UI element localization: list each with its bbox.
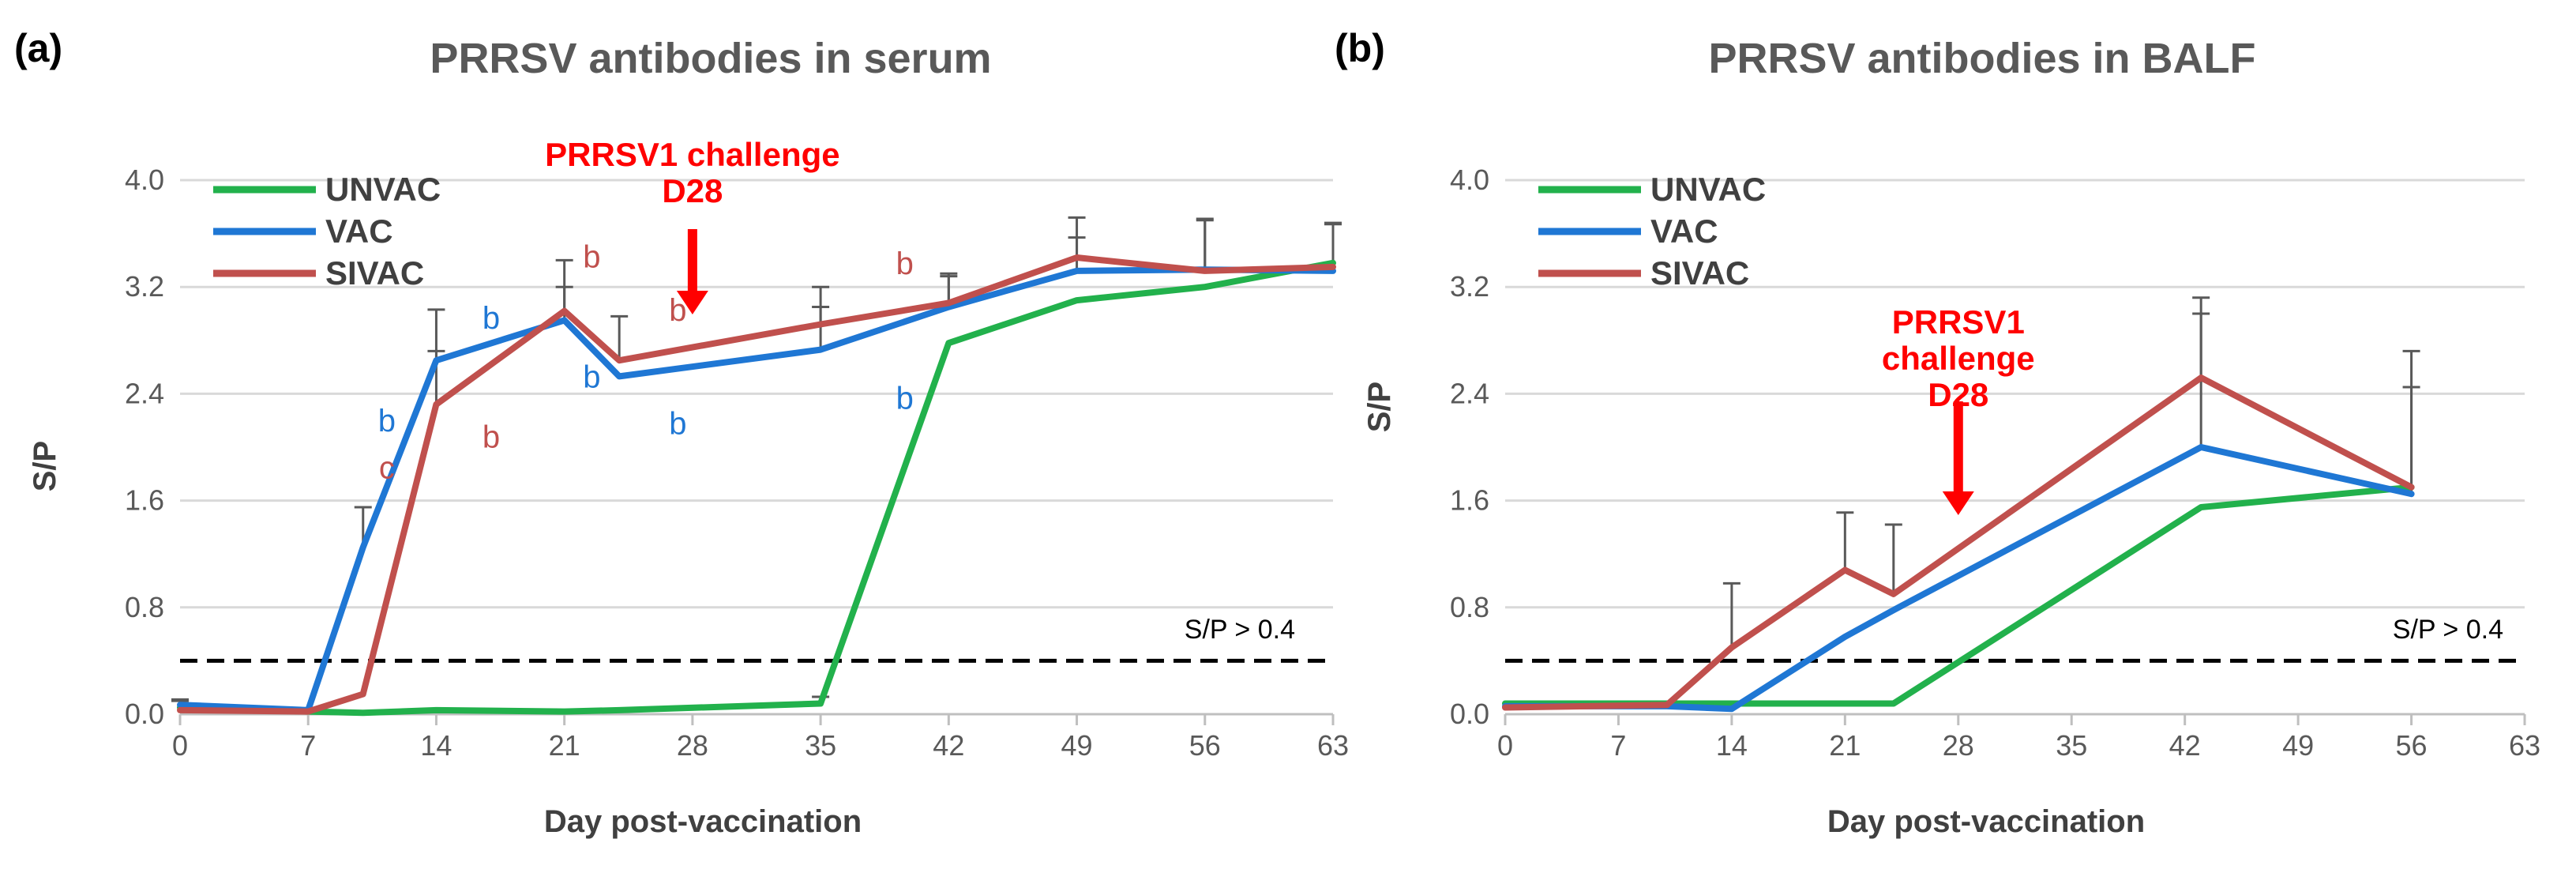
significance-letter: b [378,404,396,438]
x-tick-label: 28 [677,729,708,762]
chart-panel-2: (b) PRRSV antibodies in BALF 0.0 0.8 1.6 2.4 3… [1335,26,2540,839]
y-tick-label: 1.6 [1450,484,1489,517]
significance-letter: b [483,420,500,454]
chart-title: PRRSV antibodies in serum [430,35,991,82]
x-tick-label: 35 [805,729,836,762]
challenge-label: challenge [1882,340,2035,377]
significance-letter: b [669,293,686,328]
panel-label: (b) [1335,26,1385,70]
x-tick-label: 7 [300,729,316,762]
y-tick-label: 0.8 [125,591,164,623]
x-tick-label: 0 [1497,729,1513,762]
x-tick-label: 42 [2169,729,2201,762]
legend-label-unvac: UNVAC [1650,171,1766,208]
challenge-arrow-head [1942,491,1974,515]
y-tick-label: 3.2 [1450,270,1489,303]
y-tick-label: 0.0 [1450,698,1489,730]
challenge-arrow-shaft [687,229,697,292]
y-tick-label: 0.0 [125,698,164,730]
challenge-label: D28 [662,172,723,209]
x-tick-label: 0 [172,729,188,762]
challenge-arrow-head [676,291,708,314]
y-tick-label: 4.0 [1450,164,1489,196]
x-tick-label: 14 [420,729,452,762]
x-tick-label: 56 [2396,729,2428,762]
x-tick-label: 49 [2282,729,2314,762]
significance-letter: b [896,381,914,416]
significance-letter: b [483,301,500,336]
y-tick-label: 0.8 [1450,591,1489,623]
x-axis-title: Day post-vaccination [1827,804,2145,839]
x-tick-label: 21 [1829,729,1861,762]
x-tick-label: 56 [1189,729,1221,762]
x-tick-label: 14 [1716,729,1748,762]
significance-letter: b [583,359,600,394]
significance-letter: b [583,239,600,274]
legend-label-unvac: UNVAC [325,171,441,208]
threshold-label: S/P > 0.4 [1185,615,1295,645]
y-tick-label: 4.0 [125,164,164,196]
x-tick-label: 21 [549,729,580,762]
y-axis-title: S/P [28,441,62,491]
chart-panel-1: (a) PRRSV antibodies in serum 0.0 0.8 1.6 2.4… [14,26,1349,839]
y-tick-label: 3.2 [125,270,164,303]
x-tick-label: 49 [1061,729,1093,762]
panel-label: (a) [14,26,62,70]
series-line-sivac [1502,374,2415,711]
x-tick-label: 35 [2056,729,2087,762]
challenge-label: PRRSV1 challenge [545,136,839,173]
x-tick-label: 63 [1317,729,1349,762]
challenge-label: PRRSV1 [1892,303,2025,341]
threshold-label: S/P > 0.4 [2393,615,2503,645]
x-tick-label: 28 [1943,729,1974,762]
significance-letter: b [896,246,914,281]
chart-title: PRRSV antibodies in BALF [1708,35,2255,82]
x-tick-label: 7 [1610,729,1626,762]
x-axis-title: Day post-vaccination [544,804,862,839]
legend-label-vac: VAC [1650,213,1718,250]
y-axis-title: S/P [1362,382,1397,432]
challenge-arrow-shaft [1953,401,1963,493]
significance-letter: c [379,450,395,485]
series-line-vac [177,266,1336,713]
legend-label-sivac: SIVAC [1650,254,1749,292]
x-tick-label: 42 [933,729,964,762]
y-tick-label: 2.4 [1450,377,1489,409]
series-line-sivac [177,254,1336,715]
series-line-unvac [1502,484,2415,707]
significance-letter: b [669,407,686,442]
legend-label-vac: VAC [325,213,393,250]
y-tick-label: 1.6 [125,484,164,517]
series-line-unvac [177,259,1336,717]
x-tick-label: 63 [2509,729,2540,762]
legend-label-sivac: SIVAC [325,254,424,292]
y-tick-label: 2.4 [125,377,164,409]
